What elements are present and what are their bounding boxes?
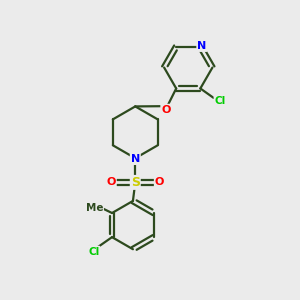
Text: O: O [106,177,116,188]
Text: S: S [131,176,140,189]
Text: Me: Me [85,203,103,213]
Text: N: N [131,154,140,164]
Text: N: N [197,41,206,51]
Text: O: O [155,177,164,188]
Text: Cl: Cl [88,247,99,256]
Text: Cl: Cl [214,96,226,106]
Text: O: O [161,105,171,115]
